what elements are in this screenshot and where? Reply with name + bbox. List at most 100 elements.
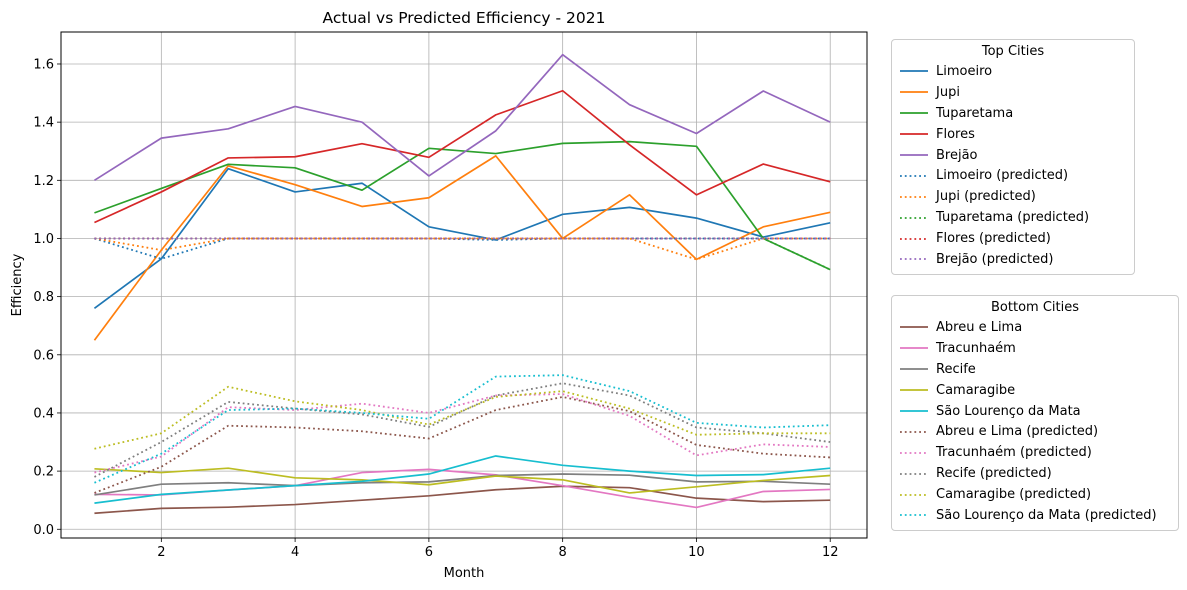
legend-swatch <box>900 326 928 329</box>
legend-entry-recife-predicted: Recife (predicted) <box>900 463 1170 484</box>
series-line-flores <box>94 89 831 224</box>
series-line-limoeiro-predicted <box>94 237 831 260</box>
legend-entry-flores-predicted: Flores (predicted) <box>900 228 1126 249</box>
legend-title-top: Top Cities <box>981 44 1045 59</box>
legend-swatch <box>900 195 928 198</box>
x-tick-label: 10 <box>688 545 705 560</box>
legend-entry-camaragibe-predicted: Camaragibe (predicted) <box>900 484 1170 505</box>
plot-frame <box>60 31 868 539</box>
series-line-sao-lourenco-da-mata-predicted <box>94 374 831 484</box>
legend-swatch <box>900 91 928 94</box>
legend-entry-limoeiro: Limoeiro <box>900 61 1126 82</box>
legend-entry-tracunhaem: Tracunhaém <box>900 338 1170 359</box>
series-line-recife <box>94 473 831 496</box>
legend-label: Flores <box>936 126 975 142</box>
legend-label: Brejão (predicted) <box>936 251 1054 267</box>
legend-swatch <box>900 368 928 371</box>
legend-label: São Lourenço da Mata (predicted) <box>936 507 1157 523</box>
legend-entry-camaragibe: Camaragibe <box>900 380 1170 401</box>
series-line-camaragibe <box>94 467 831 494</box>
legend-label: Abreu e Lima <box>936 319 1023 335</box>
legend-swatch <box>900 410 928 412</box>
x-tick-label: 2 <box>157 545 165 560</box>
legend-entry-abreu-e-lima: Abreu e Lima <box>900 317 1170 338</box>
legend-swatch <box>900 237 928 240</box>
legend-swatch <box>900 216 928 219</box>
legend-label: Camaragibe <box>936 382 1016 398</box>
y-tick-label: 0.4 <box>33 406 54 421</box>
series-line-tracunhaem-predicted <box>94 393 831 474</box>
y-tick-label: 0.8 <box>33 290 54 305</box>
y-axis-label: Efficiency <box>10 253 25 316</box>
legend-label: Limoeiro <box>936 63 993 79</box>
series-line-limoeiro <box>93 167 831 309</box>
legend-swatch <box>900 258 928 261</box>
legend-top-cities: Top Cities Limoeiro Jupi Tuparetama Flores B… <box>891 39 1135 275</box>
legend-entry-sao-lourenco-da-mata-predicted: São Lourenço da Mata (predicted) <box>900 505 1170 526</box>
legend-swatch <box>900 154 928 156</box>
legend-swatch <box>900 133 928 135</box>
legend-label: Jupi (predicted) <box>936 189 1036 205</box>
legend-entry-jupi: Jupi <box>900 82 1126 103</box>
y-tick-label: 0.0 <box>33 523 54 538</box>
y-tick-label: 1.0 <box>33 232 54 247</box>
legend-entry-tracunhaem-predicted: Tracunhaém (predicted) <box>900 442 1170 463</box>
legend-entries-top: Limoeiro Jupi Tuparetama Flores Brejão Limoei… <box>900 61 1126 270</box>
legend-title-bottom: Bottom Cities <box>991 300 1079 315</box>
legend-swatch <box>900 174 928 177</box>
legend-entry-flores: Flores <box>900 124 1126 145</box>
chart-title: Actual vs Predicted Efficiency - 2021 <box>323 9 606 27</box>
legend-label: Tracunhaém (predicted) <box>936 445 1092 461</box>
y-tick-label: 1.6 <box>33 57 54 72</box>
legend-label: Tracunhaém <box>936 340 1016 356</box>
plot-area <box>61 32 867 538</box>
legend-label: São Lourenço da Mata <box>936 403 1081 419</box>
legend-swatch <box>900 493 928 496</box>
series-line-abreu-e-lima <box>94 485 831 515</box>
legend-entry-limoeiro-predicted: Limoeiro (predicted) <box>900 165 1126 186</box>
legend-swatch <box>900 514 928 517</box>
legend-label: Camaragibe (predicted) <box>936 487 1092 503</box>
legend-label: Brejão <box>936 147 978 163</box>
legend-label: Flores (predicted) <box>936 231 1051 247</box>
legend-entry-jupi-predicted: Jupi (predicted) <box>900 186 1126 207</box>
x-tick-label: 6 <box>425 545 433 560</box>
legend-label: Tuparetama (predicted) <box>936 210 1090 226</box>
y-tick-label: 1.4 <box>33 116 54 131</box>
legend-entry-abreu-e-lima-predicted: Abreu e Lima (predicted) <box>900 421 1170 442</box>
legend-swatch <box>900 70 928 73</box>
legend-swatch <box>900 451 928 454</box>
ticks: 2 4 6 8 10 12 0.0 0.2 0.4 0.6 0.8 1.0 1.2 1.4 1.6 <box>33 57 838 560</box>
y-tick-label: 0.6 <box>33 348 54 363</box>
legend-entry-brejao: Brejão <box>900 145 1126 166</box>
series-line-brejao <box>93 53 831 182</box>
legend-swatch <box>900 389 928 391</box>
legend-bottom-cities: Bottom Cities Abreu e Lima Tracunhaém Reci… <box>891 295 1179 531</box>
legend-label: Tuparetama <box>936 105 1014 121</box>
series-lines <box>93 53 831 515</box>
legend-label: Abreu e Lima (predicted) <box>936 424 1099 440</box>
legend-entry-tuparetama: Tuparetama <box>900 103 1126 124</box>
series-line-recife-predicted <box>94 382 831 478</box>
series-line-jupi <box>93 155 831 341</box>
legend-entry-brejao-predicted: Brejão (predicted) <box>900 249 1126 270</box>
legend-label: Jupi <box>936 84 960 100</box>
legend-swatch <box>900 430 928 433</box>
y-tick-label: 1.2 <box>33 174 54 189</box>
x-axis-label: Month <box>444 566 485 581</box>
legend-swatch <box>900 347 928 350</box>
x-tick-label: 4 <box>291 545 299 560</box>
x-tick-label: 12 <box>822 545 839 560</box>
legend-entries-bottom: Abreu e Lima Tracunhaém Recife Camaragibe Sã… <box>900 317 1170 526</box>
legend-entry-tuparetama-predicted: Tuparetama (predicted) <box>900 207 1126 228</box>
legend-swatch <box>900 472 928 475</box>
x-tick-label: 8 <box>559 545 567 560</box>
legend-entry-recife: Recife <box>900 359 1170 380</box>
y-tick-label: 0.2 <box>33 465 54 480</box>
legend-label: Recife (predicted) <box>936 466 1052 482</box>
legend-entry-sao-lourenco-da-mata: São Lourenço da Mata <box>900 401 1170 422</box>
legend-label: Limoeiro (predicted) <box>936 168 1069 184</box>
legend-swatch <box>900 112 928 115</box>
series-line-sao-lourenco-da-mata <box>94 455 831 504</box>
